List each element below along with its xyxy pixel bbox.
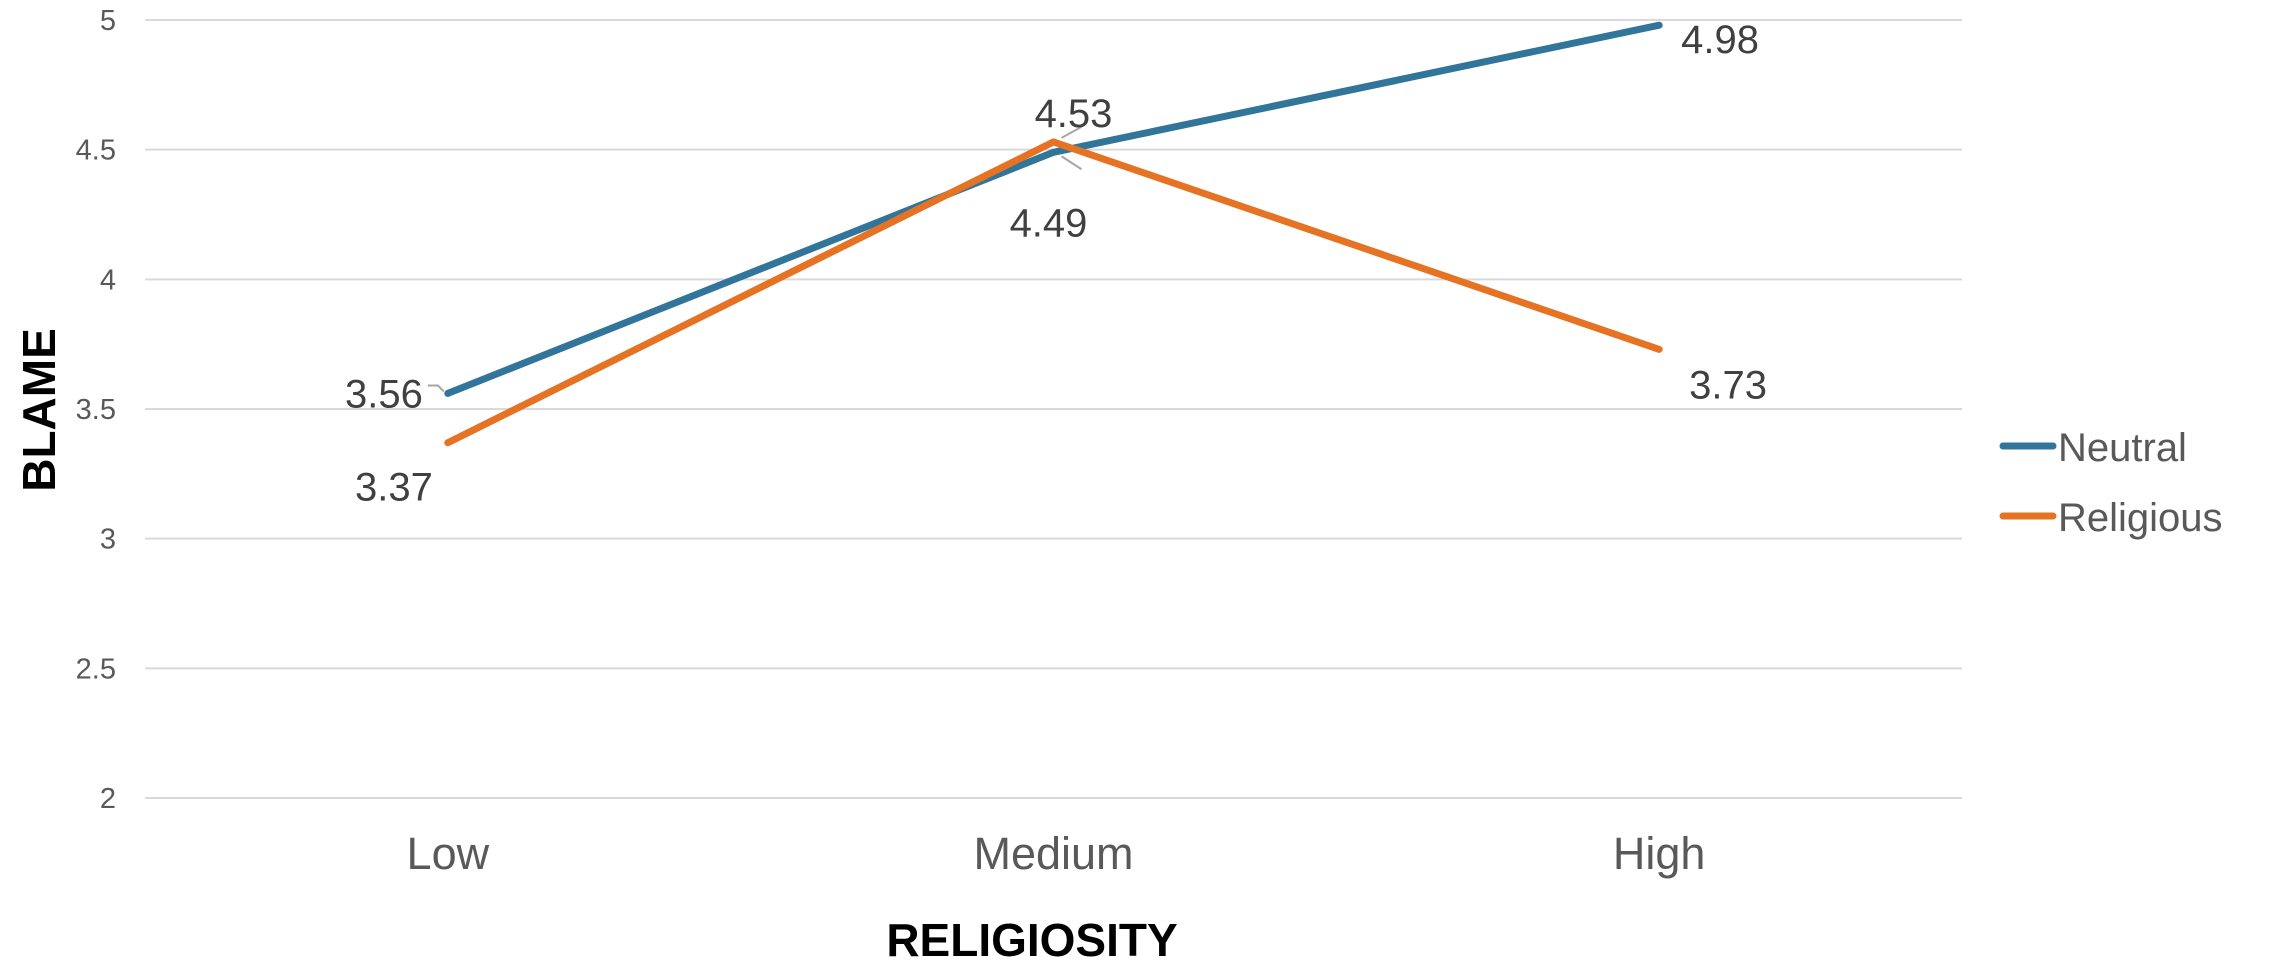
y-tick-label: 4 [100,264,116,296]
y-tick-label: 5 [100,5,116,37]
y-axis-ticks: 2 2.5 3 3.5 4 4.5 5 [76,5,116,815]
label-leader-line [427,384,445,393]
data-label-neutral: 3.56 [345,372,423,416]
legend: Neutral Religious [1999,426,2223,540]
data-labels: 3.56 4.49 4.98 3.37 4.53 3.73 [345,18,1767,510]
y-tick-label: 2 [100,783,116,815]
y-tick-label: 2.5 [76,653,116,685]
data-label-religious: 3.73 [1689,363,1767,407]
legend-label-neutral: Neutral [2058,426,2187,470]
x-axis-title: RELIGIOSITY [886,914,1177,963]
data-label-neutral: 4.98 [1681,18,1759,62]
label-leader-line [1060,155,1083,171]
x-tick-label: Low [407,828,490,879]
y-tick-label: 3 [100,524,116,556]
series-lines [444,21,1663,447]
label-leader-line [1061,126,1082,139]
series-line-neutral [444,21,1663,397]
data-label-neutral: 4.49 [1010,201,1088,245]
y-tick-label: 3.5 [76,394,116,426]
x-axis-ticks: Low Medium High [407,828,1706,879]
series-line-religious [444,138,1663,447]
x-tick-label: High [1613,828,1706,879]
legend-label-religious: Religious [2058,496,2223,540]
data-label-religious: 4.53 [1035,92,1113,136]
y-axis-title: BLAME [13,328,65,492]
y-tick-label: 4.5 [76,135,116,167]
data-label-religious: 3.37 [355,466,433,510]
x-tick-label: Medium [973,828,1133,879]
